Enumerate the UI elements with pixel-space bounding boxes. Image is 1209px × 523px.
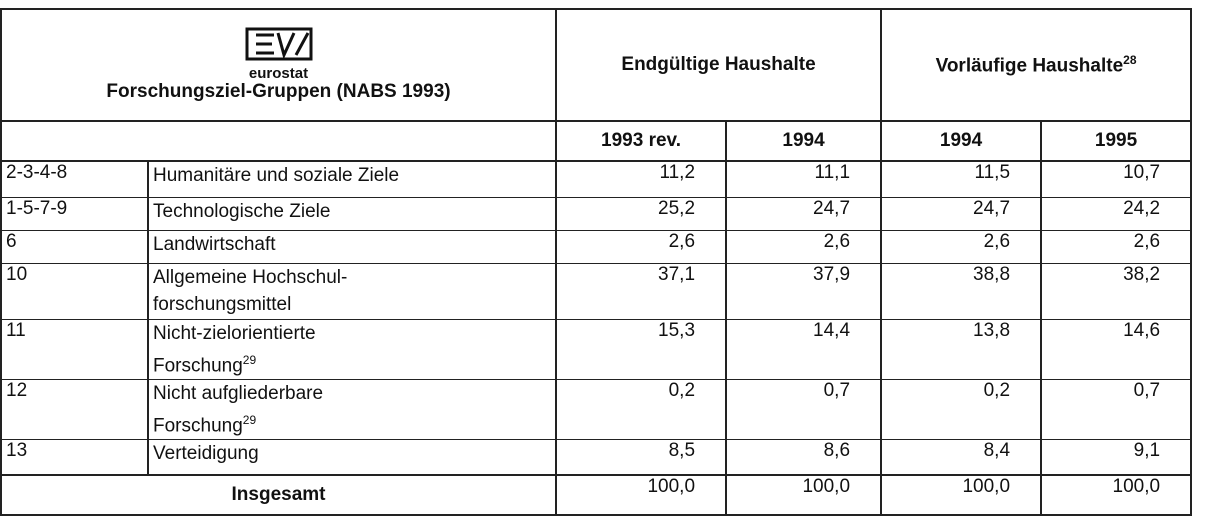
label: Verteidigung [146, 439, 558, 476]
label-line: Landwirtschaft [153, 233, 276, 255]
label: Technologische Ziele [146, 196, 558, 231]
value: 14,4 [725, 318, 883, 380]
total-row: Insgesamt 100,0 100,0 100,0 100,0 [0, 473, 1193, 516]
label-line: Verteidigung [153, 443, 259, 465]
label: Allgemeine Hochschul-forschungsmittel [146, 262, 558, 320]
label-line: Nicht-zielorientierte [153, 322, 316, 344]
code: 12 [0, 378, 149, 441]
label-line: forschungsmittel [153, 293, 292, 315]
year-header: 1994 [725, 120, 883, 162]
footnote: 28 [1123, 52, 1137, 67]
label: Humanitäre und soziale Ziele [146, 160, 558, 198]
value: 38,2 [1040, 262, 1193, 320]
value: 100,0 [555, 473, 728, 516]
provisional-title: Vorläufige Haushalte [935, 55, 1124, 77]
value: 11,5 [880, 160, 1043, 198]
total-label: Insgesamt [0, 473, 558, 516]
value: 0,7 [1040, 378, 1193, 441]
value: 0,7 [725, 378, 883, 441]
value: 24,2 [1040, 196, 1193, 231]
footnote: 29 [242, 412, 257, 427]
label-line: Technologische Ziele [153, 200, 331, 222]
group-title: Forschungsziel-Gruppen (NABS 1993) [106, 81, 451, 102]
value: 100,0 [1040, 473, 1193, 516]
value: 15,3 [555, 318, 728, 380]
label-line: Allgemeine Hochschul- [153, 266, 348, 288]
value: 2,6 [880, 229, 1043, 264]
group-header: eurostat Forschungsziel-Gruppen (NABS 19… [0, 8, 558, 122]
budget-table: eurostat Forschungsziel-Gruppen (NABS 19… [0, 8, 1193, 516]
code: 10 [0, 262, 149, 320]
value: 8,6 [725, 439, 883, 476]
code: 1-5-7-9 [0, 196, 149, 231]
year-header: 1995 [1040, 120, 1193, 162]
logo-text: eurostat [248, 65, 309, 82]
value: 38,8 [880, 262, 1043, 320]
value: 10,7 [1040, 160, 1193, 198]
value: 8,5 [555, 439, 728, 476]
label: Landwirtschaft [146, 229, 558, 264]
data-row: 1-5-7-9 Technologische Ziele 25,2 24,7 24,7 2… [0, 196, 1193, 231]
code: 11 [0, 318, 149, 380]
value: 37,1 [555, 262, 728, 320]
label: Nicht-zielorientierte Forschung29 [146, 318, 558, 380]
label-line: Humanitäre und soziale Ziele [153, 165, 400, 186]
label-line: Forschung29 [153, 352, 257, 376]
value: 2,6 [725, 229, 883, 264]
data-row: 10 Allgemeine Hochschul-forschungsmittel 3… [0, 262, 1193, 320]
blank-cell [0, 121, 558, 162]
value: 11,2 [555, 160, 728, 198]
value: 0,2 [880, 378, 1043, 441]
provisional-header: Vorläufige Haushalte28 [880, 8, 1193, 122]
label-line: Nicht aufgliederbare [153, 382, 324, 404]
code: 13 [0, 439, 149, 476]
code: 6 [0, 229, 149, 264]
value: 25,2 [555, 196, 728, 231]
value: 100,0 [880, 473, 1043, 516]
value: 8,4 [880, 439, 1043, 476]
data-row: 2-3-4-8 Humanitäre und soziale Ziele 11,2 1… [0, 160, 1193, 198]
data-row: 12 Nicht aufgliederbare Forschung29 0,2 0,7 0… [0, 378, 1193, 441]
value: 0,2 [555, 378, 728, 441]
final-header: Endgültige Haushalte [555, 8, 883, 122]
value: 13,8 [880, 318, 1043, 380]
value: 100,0 [725, 473, 883, 516]
value: 24,7 [725, 196, 883, 231]
code: 2-3-4-8 [0, 160, 149, 198]
label: Nicht aufgliederbare Forschung29 [146, 378, 558, 441]
year-header: 1993 rev. [555, 120, 728, 162]
value: 11,1 [725, 160, 883, 198]
value: 2,6 [1040, 229, 1193, 264]
year-header: 1994 [880, 120, 1043, 162]
value: 14,6 [1040, 318, 1193, 380]
value: 2,6 [555, 229, 728, 264]
logo [245, 27, 313, 61]
data-row: 6 Landwirtschaft 2,6 2,6 2,6 2,6 [0, 229, 1193, 264]
value: 24,7 [880, 196, 1043, 231]
data-row: 13 Verteidigung 8,5 8,6 8,4 9,1 [0, 439, 1193, 476]
value: 37,9 [725, 262, 883, 320]
label-line: Forschung29 [153, 412, 257, 437]
value: 9,1 [1040, 439, 1193, 476]
data-row: 11 Nicht-zielorientierte Forschung29 15,3 14… [0, 318, 1193, 380]
footnote: 29 [242, 352, 257, 367]
